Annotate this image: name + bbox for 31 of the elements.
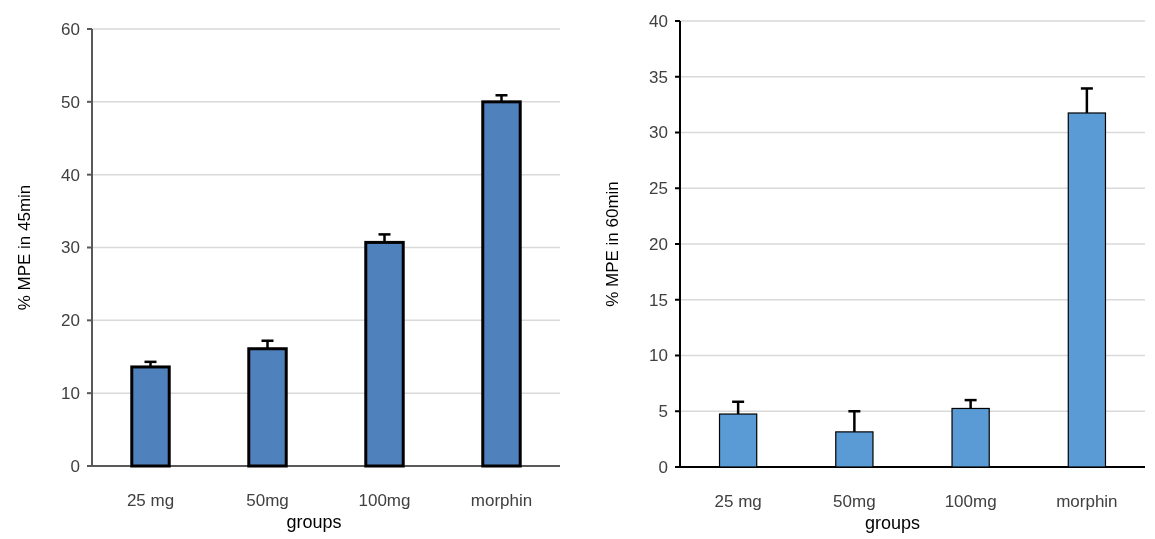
y-axis-title: % MPE in 45min — [15, 184, 34, 311]
y-tick-label: 50 — [61, 92, 80, 112]
bar — [481, 100, 522, 468]
y-tick-label: 0 — [70, 456, 80, 476]
bar — [364, 240, 405, 468]
y-tick-label: 30 — [61, 238, 80, 258]
x-axis-title: groups — [864, 513, 921, 533]
y-tick-label: 40 — [649, 11, 668, 31]
y-tick-label: 35 — [649, 67, 668, 87]
y-tick-label: 20 — [649, 234, 668, 254]
y-tick-label: 20 — [61, 311, 80, 331]
y-tick-label: 5 — [658, 402, 668, 422]
x-axis-title: groups — [286, 512, 342, 532]
y-tick-label: 10 — [61, 384, 80, 404]
y-axis-title: % MPE in 60min — [603, 181, 622, 307]
y-tick-label: 15 — [649, 290, 668, 310]
x-tick-label: 50mg — [833, 492, 876, 511]
y-tick-label: 0 — [658, 457, 668, 477]
y-tick-label: 30 — [649, 123, 668, 143]
x-tick-label: 100mg — [944, 492, 997, 511]
y-tick-label: 40 — [61, 165, 80, 185]
x-tick-label: 25 mg — [126, 491, 175, 510]
x-tick-label: 100mg — [358, 491, 411, 510]
y-tick-label: 10 — [649, 346, 668, 366]
x-tick-label: morphin — [1056, 492, 1118, 511]
x-tick-label: morphin — [470, 491, 533, 510]
y-tick-label: 60 — [61, 19, 80, 39]
x-tick-label: 50mg — [246, 491, 289, 510]
y-tick-label: 25 — [649, 179, 668, 199]
bar — [130, 365, 171, 468]
x-tick-label: 25 mg — [714, 492, 762, 511]
